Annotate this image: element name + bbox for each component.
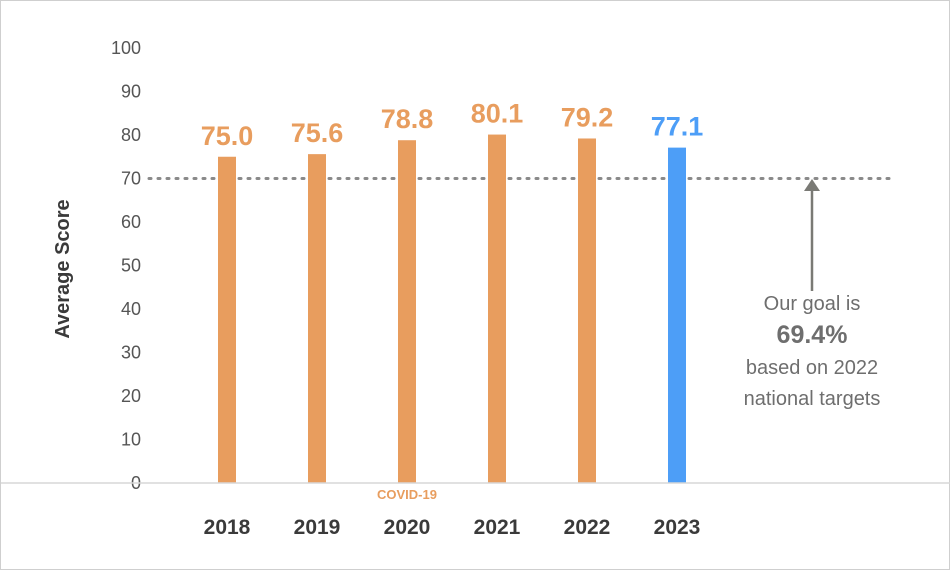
bar-2023 <box>668 147 686 484</box>
x-tick-label: 2019 <box>294 516 341 539</box>
y-axis-label: Average Score <box>52 199 74 338</box>
data-label-2023: 77.1 <box>651 112 704 142</box>
x-tick-label: 2020 <box>384 516 431 539</box>
bar-2020 <box>398 140 416 483</box>
y-tick-label: 10 <box>121 430 141 450</box>
bar-2019 <box>308 154 326 483</box>
y-tick-label: 80 <box>121 125 141 145</box>
data-label-2018: 75.0 <box>201 121 254 151</box>
goal-arrow-head <box>804 179 820 191</box>
x-tick-label: 2021 <box>474 516 521 539</box>
y-tick-label: 100 <box>111 38 141 58</box>
data-label-2020: 78.8 <box>381 104 434 134</box>
covid-19-note: COVID-19 <box>377 487 437 502</box>
goal-annotation: Our goal is 69.4% based on 2022 national… <box>744 179 881 410</box>
bar-2018 <box>218 156 236 483</box>
bar-2022 <box>578 138 596 484</box>
y-tick-label: 50 <box>121 256 141 276</box>
goal-annotation-line1: Our goal is <box>764 293 861 315</box>
data-label-2022: 79.2 <box>561 102 614 132</box>
x-tick-label: 2022 <box>564 516 611 539</box>
x-tick-label: 2023 <box>654 516 701 539</box>
data-label-2021: 80.1 <box>471 99 524 129</box>
x-tick-label: 2018 <box>204 516 251 539</box>
y-tick-label: 40 <box>121 299 141 319</box>
y-tick-label: 90 <box>121 82 141 102</box>
y-tick-label: 20 <box>121 386 141 406</box>
data-label-2019: 75.6 <box>291 118 344 148</box>
y-tick-label: 60 <box>121 212 141 232</box>
goal-annotation-value: 69.4% <box>777 321 848 349</box>
bar-2021 <box>488 134 506 483</box>
y-tick-label: 70 <box>121 169 141 189</box>
goal-annotation-line4: national targets <box>744 388 881 410</box>
y-tick-label: 30 <box>121 343 141 363</box>
goal-annotation-line3: based on 2022 <box>746 357 878 379</box>
